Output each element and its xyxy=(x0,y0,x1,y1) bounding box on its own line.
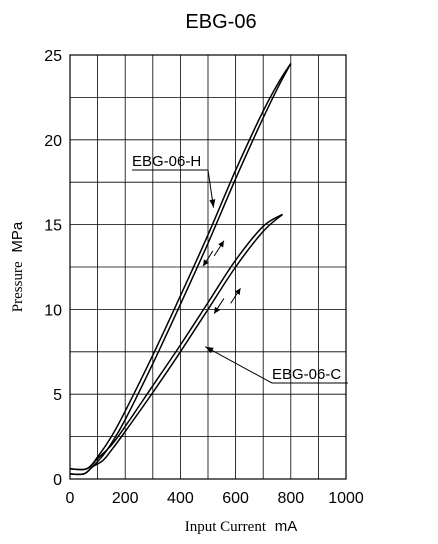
x-axis-label-name: Input Current xyxy=(185,519,267,535)
series-line-ebg-06-c-decreasing xyxy=(69,213,283,471)
y-axis-label-unit: MPa xyxy=(9,221,26,253)
x-tick-label: 1000 xyxy=(328,490,364,507)
x-tick-label: 400 xyxy=(167,490,194,507)
callout-label-ebg-06-c: EBG-06-C xyxy=(272,366,341,383)
y-tick-labels: 0 5 10 15 20 25 xyxy=(44,48,62,489)
y-axis-label: Pressure MPa xyxy=(9,221,26,312)
y-tick-label: 10 xyxy=(44,302,62,319)
x-tick-label: 200 xyxy=(112,490,139,507)
series-line-ebg-06-c-increasing xyxy=(69,213,284,476)
x-axis-label-unit: mA xyxy=(275,518,298,535)
x-axis-label: Input Current mA xyxy=(185,518,297,535)
y-tick-label: 5 xyxy=(53,387,62,404)
direction-arrow-head xyxy=(234,288,241,295)
callout-label-ebg-06-h: EBG-06-H xyxy=(132,153,201,170)
direction-arrow-head xyxy=(218,240,224,248)
x-tick-label: 800 xyxy=(277,490,304,507)
direction-arrow-head xyxy=(214,306,220,314)
callout-leader xyxy=(205,346,273,384)
x-tick-labels: 0 200 400 600 800 1000 xyxy=(66,490,364,507)
callouts: EBG-06-H EBG-06-C xyxy=(132,153,348,384)
x-tick-label: 600 xyxy=(222,490,249,507)
curves xyxy=(69,63,292,476)
chart-title: EBG-06 xyxy=(185,11,256,33)
y-tick-label: 0 xyxy=(53,472,62,489)
plot-frame xyxy=(69,54,347,480)
y-tick-label: 20 xyxy=(44,133,62,150)
direction-arrow-head xyxy=(203,259,209,267)
callout-arrowhead xyxy=(209,199,216,208)
x-tick-label: 0 xyxy=(66,490,75,507)
series-line-ebg-06-h-decreasing xyxy=(69,63,292,471)
direction-arrows xyxy=(202,240,241,314)
y-tick-label: 25 xyxy=(44,48,62,65)
callout-arrowhead xyxy=(205,346,214,354)
y-axis-label-name: Pressure xyxy=(10,261,26,312)
grid xyxy=(70,55,346,479)
y-tick-label: 15 xyxy=(44,218,62,235)
